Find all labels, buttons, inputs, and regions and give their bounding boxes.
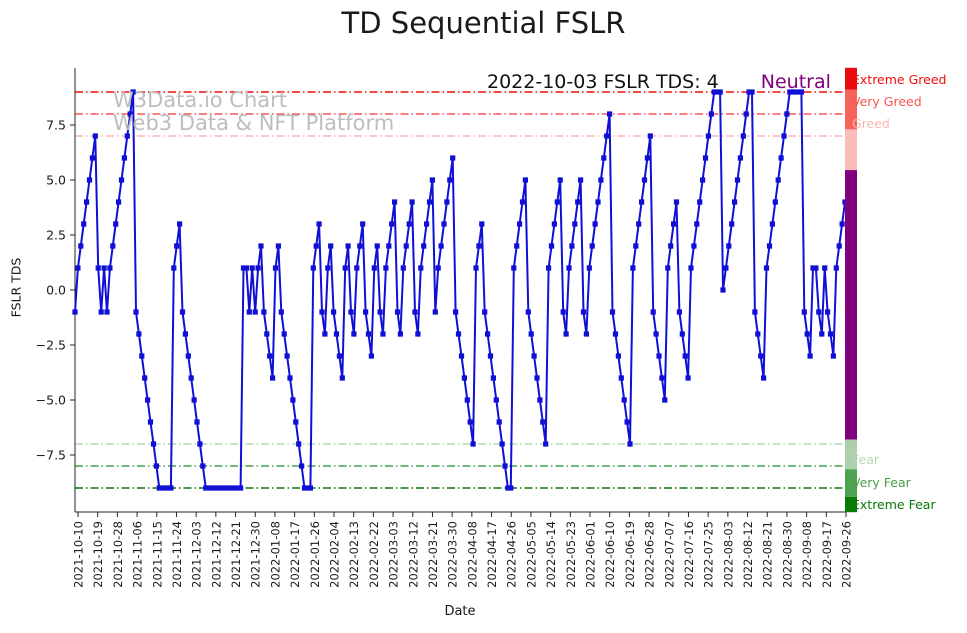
annotation: 2022-10-03 FSLR TDS: 4 Neutral — [487, 71, 831, 93]
svg-text:2022-09-26: 2022-09-26 — [840, 521, 854, 588]
threshold-label-extreme-fear: Extreme Fear — [852, 497, 936, 512]
svg-text:2022-05-05: 2022-05-05 — [524, 521, 538, 588]
annotation-status: Neutral — [760, 71, 831, 93]
svg-text:2022-02-04: 2022-02-04 — [328, 521, 342, 588]
svg-text:2021-10-19: 2021-10-19 — [91, 521, 105, 588]
threshold-label-very-greed: Very Greed — [852, 94, 922, 109]
threshold-label-greed: Greed — [852, 116, 890, 131]
svg-text:2022-04-08: 2022-04-08 — [465, 521, 479, 588]
svg-text:2021-12-03: 2021-12-03 — [190, 521, 204, 588]
svg-text:2021-12-21: 2021-12-21 — [229, 521, 243, 588]
svg-text:5.0: 5.0 — [46, 173, 66, 188]
annotation-text: 2022-10-03 FSLR TDS: 4 — [487, 71, 719, 93]
svg-text:2022-09-17: 2022-09-17 — [820, 521, 834, 588]
svg-text:2022-06-19: 2022-06-19 — [623, 521, 637, 588]
svg-text:−7.5: −7.5 — [36, 448, 66, 463]
svg-text:0.0: 0.0 — [46, 283, 66, 298]
svg-text:2022-02-13: 2022-02-13 — [347, 521, 361, 588]
y-axis-label: FSLR TDS — [8, 257, 24, 318]
watermark-line1: W3Data.io Chart — [113, 88, 288, 112]
svg-text:2021-12-30: 2021-12-30 — [249, 521, 263, 588]
svg-text:2022-08-12: 2022-08-12 — [741, 521, 755, 588]
svg-text:2021-11-15: 2021-11-15 — [150, 521, 164, 588]
svg-text:2022-03-12: 2022-03-12 — [406, 521, 420, 588]
svg-text:2022-01-26: 2022-01-26 — [308, 521, 322, 588]
sentiment-colorbar — [845, 67, 857, 513]
svg-text:2022-07-07: 2022-07-07 — [662, 521, 676, 588]
svg-text:2022-06-01: 2022-06-01 — [584, 521, 598, 588]
svg-text:2022-06-28: 2022-06-28 — [643, 521, 657, 588]
svg-text:2022-01-08: 2022-01-08 — [268, 521, 282, 588]
svg-text:2022-08-30: 2022-08-30 — [780, 521, 794, 588]
threshold-label-fear: Fear — [852, 452, 879, 467]
series-line — [74, 91, 846, 489]
watermark-line2: Web3 Data & NFT Platform — [113, 111, 395, 135]
svg-text:2021-11-24: 2021-11-24 — [170, 521, 184, 588]
threshold-label-very-fear: Very Fear — [852, 475, 911, 490]
svg-text:2022-03-21: 2022-03-21 — [426, 521, 440, 588]
threshold-lines — [75, 91, 845, 489]
svg-text:−2.5: −2.5 — [36, 338, 66, 353]
threshold-label-extreme-greed: Extreme Greed — [852, 72, 947, 87]
svg-text:2021-11-06: 2021-11-06 — [131, 521, 145, 588]
svg-text:2022-08-21: 2022-08-21 — [761, 521, 775, 588]
svg-text:2022-03-03: 2022-03-03 — [387, 521, 401, 588]
svg-text:2.5: 2.5 — [46, 228, 66, 243]
svg-text:7.5: 7.5 — [46, 118, 66, 133]
svg-text:2022-09-08: 2022-09-08 — [800, 521, 814, 588]
svg-text:2022-04-26: 2022-04-26 — [505, 521, 519, 588]
svg-text:2022-07-16: 2022-07-16 — [682, 521, 696, 588]
series-markers — [72, 89, 848, 491]
svg-text:2022-06-10: 2022-06-10 — [603, 521, 617, 588]
x-axis-label: Date — [444, 604, 476, 619]
svg-text:2022-03-30: 2022-03-30 — [446, 521, 460, 588]
svg-text:2022-01-17: 2022-01-17 — [288, 521, 302, 588]
svg-text:2022-05-23: 2022-05-23 — [564, 521, 578, 588]
svg-text:2022-08-03: 2022-08-03 — [721, 521, 735, 588]
svg-text:2021-10-28: 2021-10-28 — [111, 521, 125, 588]
svg-text:2022-05-14: 2022-05-14 — [544, 521, 558, 588]
svg-text:2022-04-17: 2022-04-17 — [485, 521, 499, 588]
svg-text:2022-07-25: 2022-07-25 — [702, 521, 716, 588]
svg-text:−5.0: −5.0 — [36, 393, 66, 408]
chart-title: TD Sequential FSLR — [341, 6, 626, 40]
axes: 7.5 5.0 2.5 0.0 −2.5 −5.0 −7.5 2021-10-10 2021-1… — [36, 68, 854, 588]
svg-text:2021-10-10: 2021-10-10 — [72, 521, 86, 588]
svg-text:2022-02-22: 2022-02-22 — [367, 521, 381, 588]
svg-text:2021-12-12: 2021-12-12 — [209, 521, 223, 588]
